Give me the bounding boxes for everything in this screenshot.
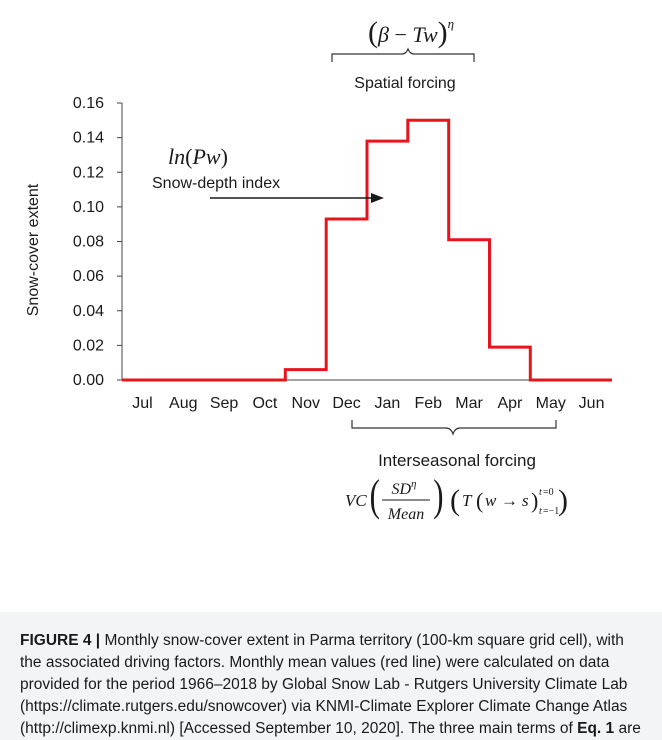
svg-text:): ): [433, 472, 443, 521]
y-tick-label: 0.08: [73, 234, 104, 251]
svg-text:=−1: =−1: [543, 506, 559, 517]
caption-text: Monthly snow-cover extent in Parma terri…: [20, 632, 628, 737]
snow-cover-chart: 0.00 0.02 0.04 0.06 0.08 0.10 0.12 0.14 0.16 Jul…: [25, 16, 612, 523]
svg-text:(: (: [476, 488, 483, 513]
spatial-forcing-brace: [331, 47, 475, 62]
y-tick-label: 0.00: [73, 372, 104, 389]
x-tick-label: Mar: [455, 395, 483, 412]
svg-text:SDη: SDη: [391, 478, 416, 498]
svg-text:t: t: [539, 487, 542, 498]
svg-text:): ): [558, 484, 568, 517]
y-tick-label: 0.04: [73, 303, 104, 320]
x-tick-label: Jun: [579, 395, 605, 412]
y-axis-label: Snow-cover extent: [25, 183, 42, 316]
x-tick-label: Aug: [169, 395, 197, 412]
interseasonal-forcing-brace: [351, 420, 557, 436]
x-tick-label: May: [536, 395, 566, 412]
x-tick-label: Nov: [292, 395, 320, 412]
series-line-snow-cover: [122, 118, 612, 382]
x-tick-label: Apr: [497, 395, 523, 412]
x-tick-label: Jan: [375, 395, 401, 412]
svg-text:): ): [531, 488, 538, 513]
svg-text:=0: =0: [543, 487, 554, 498]
svg-text:VC: VC: [345, 491, 367, 510]
equation-reference: Eq. 1: [577, 720, 615, 737]
svg-text:Mean: Mean: [387, 506, 424, 523]
y-tick-label: 0.10: [73, 199, 104, 216]
x-tick-label: Feb: [414, 395, 442, 412]
x-ticks: Jul Aug Sep Oct Nov Dec Jan Feb Mar Apr May Jun: [132, 395, 604, 412]
x-tick-label: Oct: [252, 395, 277, 412]
spatial-forcing-annotation: (β − Tw)η Spatial forcing: [331, 16, 475, 92]
svg-text:(: (: [450, 484, 460, 517]
caption-text-end: are reported.: [618, 720, 641, 737]
svg-text:(: (: [370, 472, 380, 521]
x-tick-label: Sep: [210, 395, 239, 412]
svg-text:t: t: [539, 506, 542, 517]
snow-depth-annotation: ln(Pw) Snow-depth index: [152, 144, 384, 203]
interseasonal-forcing-label: Interseasonal forcing: [378, 451, 536, 470]
spatial-forcing-formula: (β − Tw)η: [368, 16, 454, 49]
interseasonal-forcing-formula: VC ( SDη Mean ) ( T ( w → s ) t =0 t =−1 ): [345, 472, 568, 523]
x-tick-label: Dec: [332, 395, 360, 412]
y-tick-label: 0.06: [73, 268, 104, 285]
y-tick-label: 0.14: [73, 130, 104, 147]
y-ticks: 0.00 0.02 0.04 0.06 0.08 0.10 0.12 0.14 0.16: [73, 95, 122, 389]
svg-text:s: s: [522, 491, 529, 510]
svg-text:T: T: [462, 491, 473, 510]
y-tick-label: 0.12: [73, 164, 104, 181]
figure-label: FIGURE 4 |: [20, 632, 101, 649]
interseasonal-forcing-annotation: Interseasonal forcing VC ( SDη Mean ) ( …: [345, 420, 568, 523]
svg-text:→: →: [501, 491, 518, 510]
snow-depth-label: Snow-depth index: [152, 175, 280, 192]
snow-depth-formula: ln(Pw): [168, 144, 228, 169]
svg-text:w: w: [485, 491, 497, 510]
x-tick-label: Jul: [132, 395, 152, 412]
y-tick-label: 0.02: [73, 337, 104, 354]
snow-depth-arrowhead: [371, 193, 384, 203]
figure-caption: FIGURE 4 | Monthly snow-cover extent in …: [0, 612, 662, 740]
y-tick-label: 0.16: [73, 95, 104, 112]
spatial-forcing-label: Spatial forcing: [354, 75, 455, 92]
